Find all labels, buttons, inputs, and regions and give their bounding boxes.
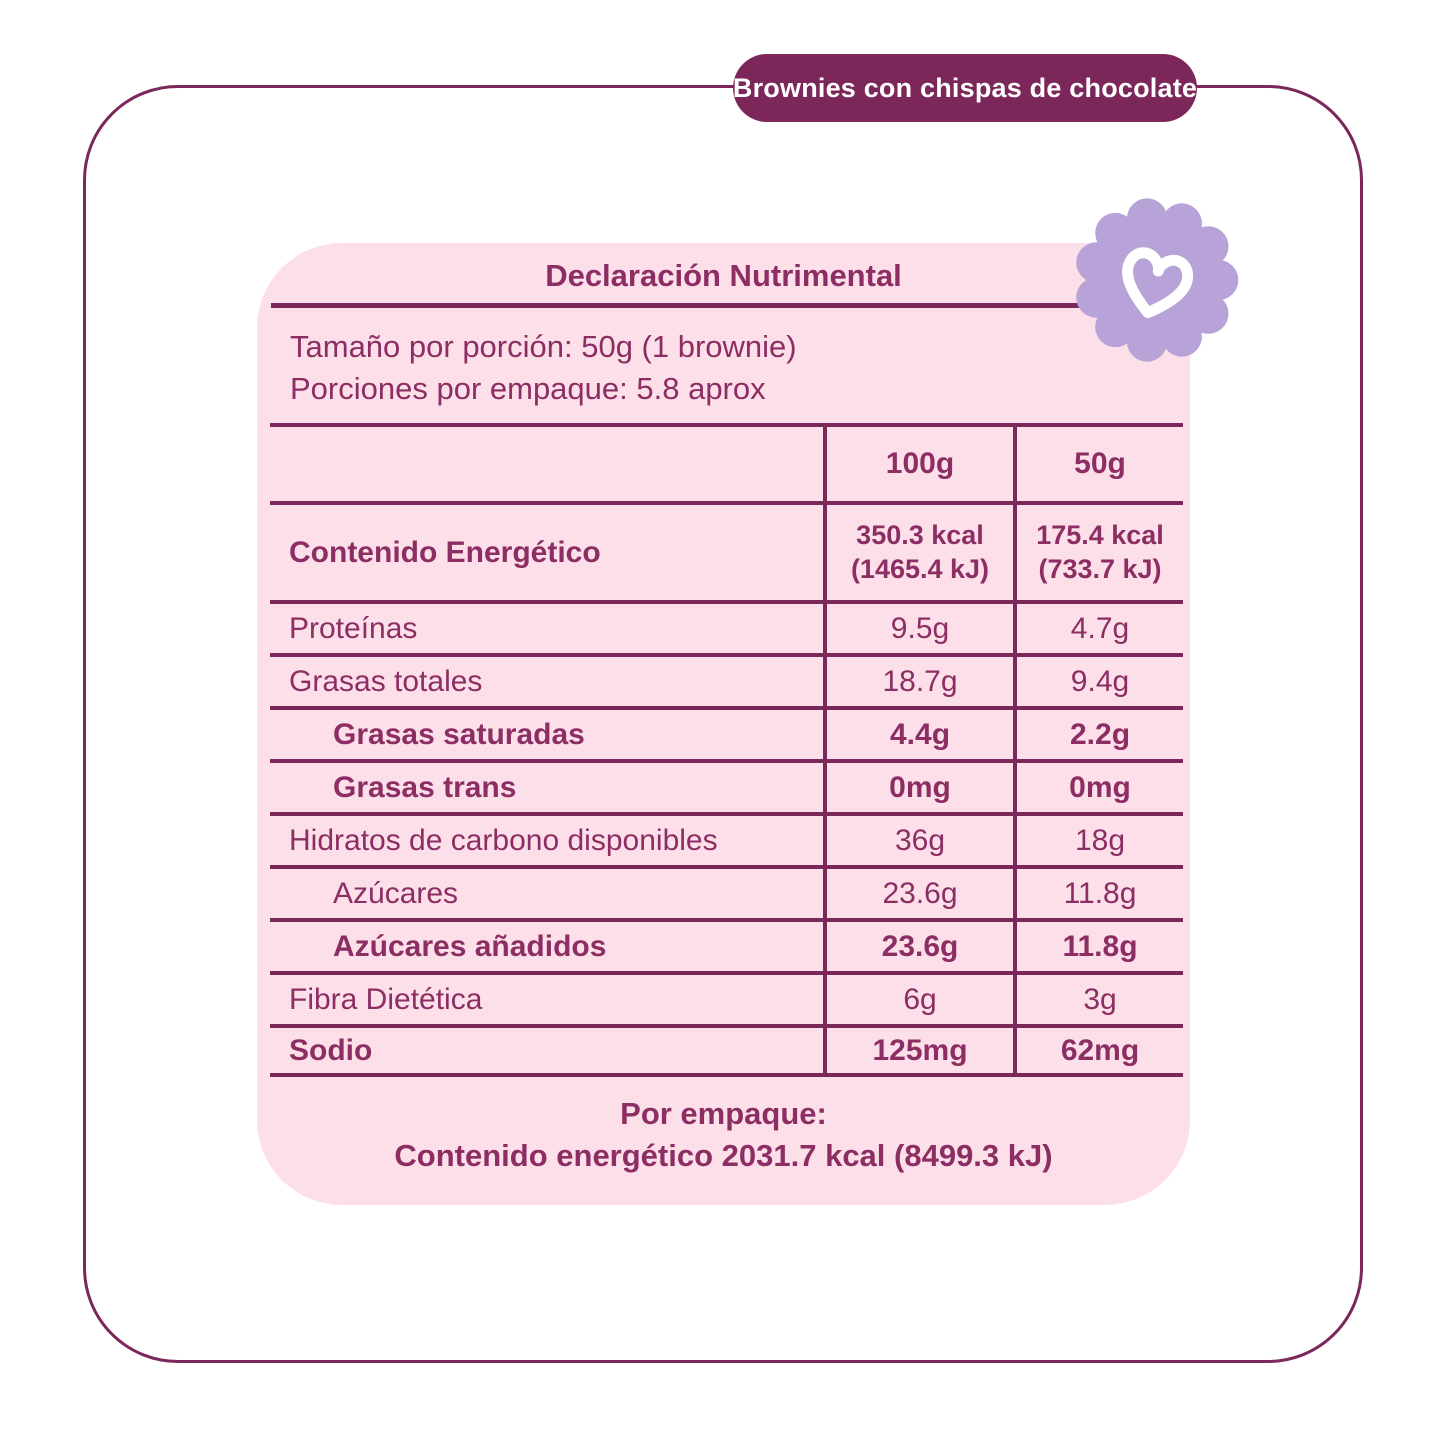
column-header-50g: 50g <box>1013 423 1183 501</box>
row-value-100g: 18.7g <box>823 653 1013 706</box>
row-value-50g: 2.2g <box>1013 706 1183 759</box>
column-header-100g: 100g <box>823 423 1013 501</box>
table-header-spacer <box>270 423 823 501</box>
row-label: Contenido Energético <box>270 501 823 600</box>
row-label: Grasas trans <box>270 759 823 812</box>
row-value-100g: 36g <box>823 812 1013 865</box>
nutrition-table: 100g 50g Contenido Energético 350.3 kcal … <box>270 423 1183 1077</box>
row-value-100g: 6g <box>823 971 1013 1024</box>
serving-info: Tamaño por porción: 50g (1 brownie) Porc… <box>290 326 797 410</box>
footer-energy-text: Contenido energético 2031.7 kcal (8499.3… <box>394 1138 1053 1173</box>
row-value-50g: 11.8g <box>1013 918 1183 971</box>
row-value-50g: 175.4 kcal (733.7 kJ) <box>1013 501 1183 600</box>
panel-title: Declaración Nutrimental <box>545 258 902 293</box>
row-value-50g: 62mg <box>1013 1024 1183 1077</box>
row-value-100g: 23.6g <box>823 918 1013 971</box>
footer-heading: Por empaque: <box>620 1096 827 1131</box>
nutrition-panel: Declaración Nutrimental Tamaño por porci… <box>257 243 1190 1205</box>
row-value-50g: 9.4g <box>1013 653 1183 706</box>
row-label: Azúcares <box>270 865 823 918</box>
row-value-100g: 23.6g <box>823 865 1013 918</box>
row-value-50g: 0mg <box>1013 759 1183 812</box>
servings-per-package-text: Porciones por empaque: 5.8 aprox <box>290 371 766 406</box>
row-label: Grasas totales <box>270 653 823 706</box>
row-value-100g: 125mg <box>823 1024 1013 1077</box>
card-border <box>83 85 1363 1363</box>
row-label: Proteínas <box>270 600 823 653</box>
heart-flower-seal-icon <box>1072 196 1240 364</box>
product-badge: Brownies con chispas de chocolate <box>733 54 1197 122</box>
product-badge-label: Brownies con chispas de chocolate <box>732 72 1198 103</box>
row-label: Hidratos de carbono disponibles <box>270 812 823 865</box>
title-divider <box>271 303 1186 308</box>
row-value-100g: 350.3 kcal (1465.4 kJ) <box>823 501 1013 600</box>
row-label: Sodio <box>270 1024 823 1077</box>
row-value-100g: 9.5g <box>823 600 1013 653</box>
row-value-50g: 11.8g <box>1013 865 1183 918</box>
row-label: Azúcares añadidos <box>270 918 823 971</box>
row-value-100g: 0mg <box>823 759 1013 812</box>
package-footer: Por empaque: Contenido energético 2031.7… <box>257 1093 1190 1177</box>
row-value-50g: 4.7g <box>1013 600 1183 653</box>
row-value-50g: 18g <box>1013 812 1183 865</box>
serving-size-text: Tamaño por porción: 50g (1 brownie) <box>290 329 797 364</box>
row-label: Fibra Dietética <box>270 971 823 1024</box>
row-value-100g: 4.4g <box>823 706 1013 759</box>
row-label: Grasas saturadas <box>270 706 823 759</box>
row-value-50g: 3g <box>1013 971 1183 1024</box>
